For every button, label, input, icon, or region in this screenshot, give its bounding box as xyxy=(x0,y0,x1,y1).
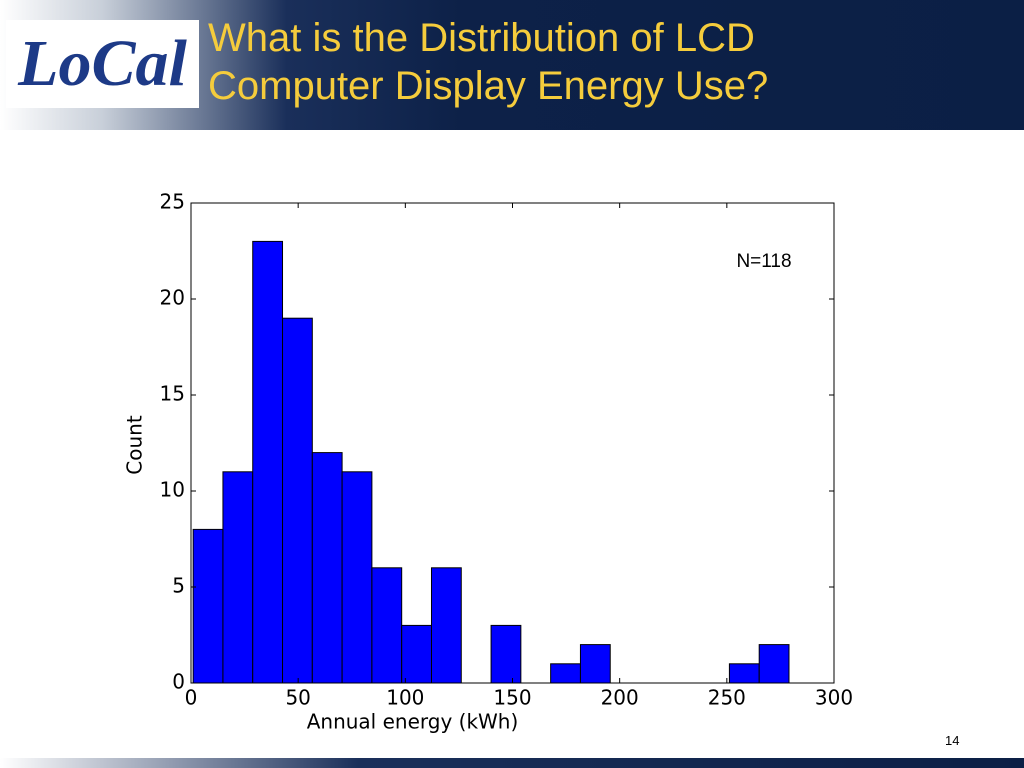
x-tick-label: 250 xyxy=(708,686,746,710)
y-tick-label: 20 xyxy=(160,286,185,310)
x-tick-label: 200 xyxy=(601,686,639,710)
title-line: Computer Display Energy Use? xyxy=(208,64,769,108)
header: LoCal What is the Distribution of LCD Co… xyxy=(0,0,1024,130)
x-axis-label: Annual energy (kWh) xyxy=(307,710,519,734)
bar xyxy=(192,528,224,684)
y-tick-label: 15 xyxy=(160,382,185,406)
title-line: What is the Distribution of LCD xyxy=(208,16,755,60)
bar xyxy=(430,567,462,684)
page-number: 14 xyxy=(945,733,960,748)
x-tick-label: 50 xyxy=(285,686,310,710)
logo: LoCal xyxy=(6,20,199,108)
bar xyxy=(728,663,760,684)
bar xyxy=(401,624,432,684)
bar xyxy=(550,663,581,684)
bar xyxy=(758,644,790,684)
slide-title: What is the Distribution of LCD Computer… xyxy=(208,14,768,110)
annotation: N=118 xyxy=(736,251,791,272)
bar xyxy=(371,567,403,684)
x-tick-label: 100 xyxy=(386,686,424,710)
y-axis-label: Count xyxy=(123,415,147,475)
y-tick-label: 10 xyxy=(160,478,185,502)
bar xyxy=(490,624,522,684)
bar xyxy=(282,317,313,684)
x-tick-label: 0 xyxy=(185,686,198,710)
y-tick-label: 25 xyxy=(160,190,185,214)
bar xyxy=(341,471,373,684)
bar xyxy=(579,644,611,684)
y-tick-label: 0 xyxy=(172,670,185,694)
bar xyxy=(252,240,284,684)
y-tick-label: 5 xyxy=(172,574,185,598)
x-tick-label: 300 xyxy=(815,686,853,710)
bar xyxy=(222,471,254,684)
bar xyxy=(311,452,343,684)
footer xyxy=(0,758,1024,768)
x-tick-label: 150 xyxy=(493,686,531,710)
